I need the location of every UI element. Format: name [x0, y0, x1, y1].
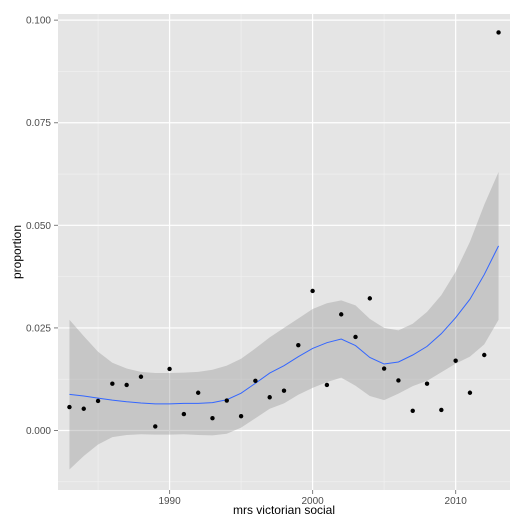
data-point	[367, 296, 373, 301]
data-point	[153, 424, 158, 429]
data-point	[310, 288, 315, 294]
minor-gridlines	[58, 14, 510, 490]
y-tick-label: 0.075	[26, 118, 51, 129]
smooth-line	[69, 245, 500, 405]
data-point	[339, 312, 344, 317]
x-axis-title: mrs victorian social	[233, 503, 335, 517]
plot-panel	[58, 14, 510, 490]
data-point	[453, 358, 458, 363]
y-axis-title: proportion	[10, 225, 24, 279]
data-points	[67, 30, 501, 429]
data-point	[396, 378, 401, 383]
x-axis: 1990 2000 2010	[158, 490, 467, 507]
data-point	[110, 381, 115, 386]
y-axis: 0.000 0.025 0.050 0.075 0.100	[26, 16, 58, 437]
y-tick-label: 0.050	[26, 221, 51, 232]
data-point	[482, 352, 487, 358]
y-tick-label: 0.000	[26, 426, 51, 437]
data-point	[353, 334, 358, 340]
data-point	[267, 395, 272, 400]
data-point	[439, 407, 444, 413]
confidence-band	[69, 171, 499, 470]
data-point	[467, 390, 473, 395]
data-point	[81, 406, 86, 411]
data-point	[381, 366, 387, 371]
y-tick-label: 0.025	[26, 323, 51, 334]
data-point	[496, 30, 501, 35]
data-point	[238, 413, 244, 419]
data-point	[181, 411, 187, 417]
data-point	[195, 390, 201, 395]
data-point	[210, 415, 215, 421]
data-point	[253, 378, 258, 384]
data-point	[124, 382, 129, 388]
data-point	[224, 398, 229, 403]
data-point	[67, 404, 72, 410]
x-tick-label: 2010	[445, 496, 468, 507]
data-point	[296, 342, 301, 348]
data-point	[410, 408, 415, 414]
x-tick-label: 1990	[158, 496, 181, 507]
data-point	[424, 381, 430, 386]
x-tick-label: 2000	[301, 496, 324, 507]
major-gridlines	[58, 14, 510, 490]
y-tick-label: 0.100	[26, 16, 51, 27]
data-point	[95, 398, 101, 404]
data-point	[324, 382, 330, 388]
data-point	[138, 374, 144, 379]
data-point	[281, 388, 287, 393]
data-point	[167, 366, 172, 372]
